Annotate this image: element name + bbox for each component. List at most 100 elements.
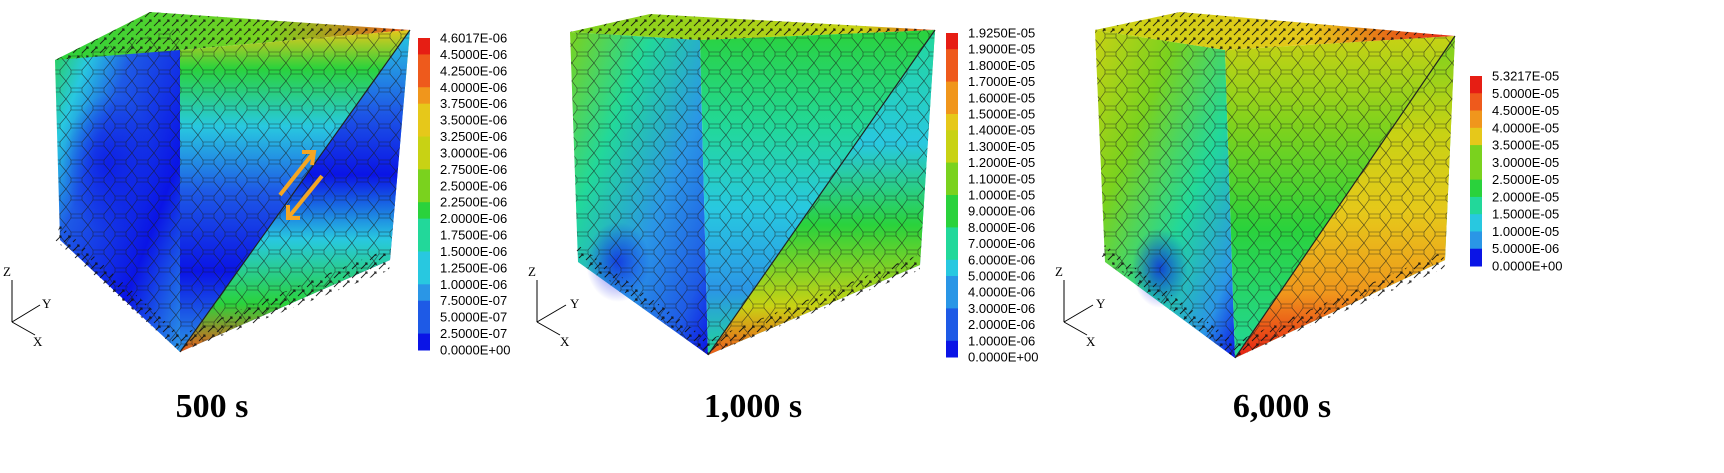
time-caption: 500 s bbox=[176, 388, 249, 425]
colorbar-swatch bbox=[946, 243, 958, 261]
axis-x-label: X bbox=[560, 334, 570, 349]
colorbar-tick-label: 1.7000E-05 bbox=[968, 74, 1035, 89]
axis-triad: Z Y X bbox=[528, 264, 580, 349]
colorbar-swatch bbox=[418, 185, 430, 203]
colorbar-swatch bbox=[946, 259, 958, 277]
colorbar-swatch bbox=[1470, 231, 1482, 250]
colorbar-swatch bbox=[418, 284, 430, 302]
colorbar-tick-label: 4.0000E-06 bbox=[968, 285, 1035, 300]
colorbar-swatch bbox=[946, 308, 958, 326]
colorbar-swatch bbox=[418, 202, 430, 220]
colorbar-tick-label: 3.5000E-05 bbox=[1492, 138, 1559, 153]
colorbar-swatch bbox=[418, 267, 430, 285]
colorbar: 4.6017E-064.5000E-064.2500E-06 4.0000E-06… bbox=[418, 31, 510, 358]
cube-plot bbox=[1095, 12, 1456, 359]
colorbar-tick-label: 3.0000E-06 bbox=[968, 301, 1035, 316]
colorbar-tick-label: 5.0000E-06 bbox=[1492, 241, 1559, 256]
colorbar-tick-label: 1.0000E-05 bbox=[968, 188, 1035, 203]
colorbar-swatch bbox=[1470, 179, 1482, 198]
colorbar: 5.3217E-05 5.0000E-05 4.5000E-05 4.0000E-05… bbox=[1470, 69, 1562, 274]
colorbar-swatch bbox=[946, 146, 958, 164]
colorbar-tick-label: 1.0000E-06 bbox=[440, 277, 507, 292]
colorbar-tick-label: 4.6017E-06 bbox=[440, 31, 507, 46]
colorbar-tick-label: 1.9000E-05 bbox=[968, 42, 1035, 57]
colorbar-tick-label: 9.0000E-06 bbox=[968, 204, 1035, 219]
axis-y-label: Y bbox=[42, 296, 52, 311]
colorbar-swatch bbox=[946, 81, 958, 99]
colorbar-tick-label: 2.0000E-06 bbox=[968, 317, 1035, 332]
colorbar-tick-label: 2.5000E-07 bbox=[440, 326, 507, 341]
colorbar-swatch bbox=[418, 235, 430, 252]
colorbar-tick-label: 1.0000E-05 bbox=[1492, 224, 1559, 239]
colorbar-swatch bbox=[418, 169, 430, 187]
colorbar-tick-label: 1.1000E-05 bbox=[968, 171, 1035, 186]
panel-1000s: Z Y X 1.9250E-051.9000E-051.8000E-051.70… bbox=[528, 14, 1038, 425]
colorbar-swatch bbox=[946, 49, 958, 66]
colorbar-swatch bbox=[418, 38, 430, 55]
colorbar-swatch bbox=[1470, 93, 1482, 112]
colorbar-tick-label: 2.7500E-06 bbox=[440, 162, 507, 177]
axis-x-label: X bbox=[33, 334, 43, 349]
colorbar-tick-label: 5.3217E-05 bbox=[1492, 69, 1559, 84]
colorbar-swatch bbox=[1470, 196, 1482, 215]
colorbar-swatch bbox=[1470, 248, 1482, 267]
colorbar-tick-label: 1.4000E-05 bbox=[968, 123, 1035, 138]
colorbar-swatch bbox=[946, 130, 958, 147]
colorbar-tick-label: 0.0000E+00 bbox=[1492, 259, 1562, 274]
colorbar-tick-label: 3.2500E-06 bbox=[440, 129, 507, 144]
colorbar-swatch bbox=[946, 65, 958, 83]
colorbar-tick-label: 2.2500E-06 bbox=[440, 195, 507, 210]
colorbar-swatch bbox=[946, 195, 958, 212]
colorbar-swatch bbox=[418, 251, 430, 269]
colorbar-tick-label: 1.5000E-06 bbox=[440, 244, 507, 259]
axis-triad: Z Y X bbox=[3, 264, 52, 349]
colorbar-tick-label: 1.6000E-05 bbox=[968, 90, 1035, 105]
colorbar-tick-label: 7.5000E-07 bbox=[440, 293, 507, 308]
colorbar-tick-label: 3.7500E-06 bbox=[440, 96, 507, 111]
colorbar-swatch bbox=[418, 70, 430, 88]
colorbar-swatch bbox=[1470, 127, 1482, 146]
colorbar-tick-label: 2.5000E-06 bbox=[440, 178, 507, 193]
colorbar-swatch bbox=[418, 103, 430, 121]
axis-y-label: Y bbox=[1096, 296, 1106, 311]
colorbar-swatch bbox=[418, 136, 430, 154]
colorbar-tick-label: 1.3000E-05 bbox=[968, 139, 1035, 154]
colorbar-tick-label: 1.0000E-06 bbox=[968, 333, 1035, 348]
colorbar-tick-label: 4.0000E-06 bbox=[440, 80, 507, 95]
colorbar-swatch bbox=[946, 114, 958, 131]
axis-z-label: Z bbox=[1055, 264, 1063, 279]
colorbar-swatch bbox=[1470, 214, 1482, 232]
colorbar-tick-label: 5.0000E-06 bbox=[968, 269, 1035, 284]
colorbar-swatch bbox=[418, 54, 430, 72]
colorbar-swatch bbox=[418, 300, 430, 318]
colorbar-tick-label: 3.5000E-06 bbox=[440, 113, 507, 128]
time-caption: 1,000 s bbox=[704, 388, 802, 425]
colorbar-tick-label: 1.2000E-05 bbox=[968, 155, 1035, 170]
colorbar-swatch bbox=[418, 333, 430, 351]
time-caption: 6,000 s bbox=[1233, 388, 1331, 425]
colorbar-tick-label: 1.8000E-05 bbox=[968, 58, 1035, 73]
cube-plot bbox=[55, 12, 411, 353]
colorbar-tick-label: 5.0000E-05 bbox=[1492, 86, 1559, 101]
colorbar-tick-label: 5.0000E-07 bbox=[440, 310, 507, 325]
colorbar-tick-label: 4.5000E-05 bbox=[1492, 103, 1559, 118]
colorbar-tick-label: 4.5000E-06 bbox=[440, 47, 507, 62]
colorbar-tick-label: 2.0000E-06 bbox=[440, 211, 507, 226]
colorbar-swatch bbox=[418, 152, 430, 170]
colorbar-swatch bbox=[418, 120, 430, 138]
colorbar-tick-label: 0.0000E+00 bbox=[440, 343, 510, 358]
colorbar-swatch bbox=[946, 211, 958, 228]
colorbar-swatch bbox=[418, 317, 430, 335]
shear-direction-arrows bbox=[278, 150, 324, 220]
colorbar-swatch bbox=[1470, 162, 1482, 181]
colorbar-tick-label: 8.0000E-06 bbox=[968, 220, 1035, 235]
colorbar-swatch bbox=[946, 33, 958, 50]
colorbar-tick-label: 3.0000E-06 bbox=[440, 145, 507, 160]
colorbar-tick-label: 1.5000E-05 bbox=[1492, 207, 1559, 222]
colorbar-tick-label: 6.0000E-06 bbox=[968, 252, 1035, 267]
colorbar-tick-label: 3.0000E-05 bbox=[1492, 155, 1559, 170]
colorbar-tick-label: 1.2500E-06 bbox=[440, 260, 507, 275]
panel-6000s: Z Y X 5.3217E-05 5.0000E-05 4.5000E-05 4.00… bbox=[1055, 12, 1562, 425]
colorbar-swatch bbox=[1470, 76, 1482, 94]
